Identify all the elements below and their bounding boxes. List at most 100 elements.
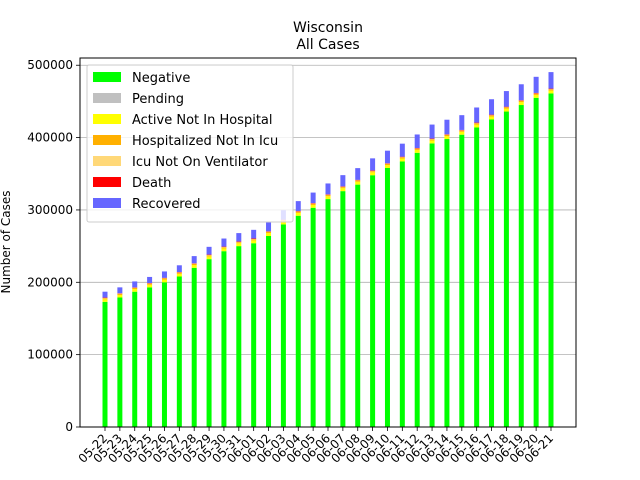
bar-segment: [176, 265, 182, 273]
bar-segment: [191, 267, 197, 427]
bar-segment: [459, 134, 465, 427]
bar-segment: [548, 72, 554, 89]
bar-segment: [251, 239, 257, 241]
bar-segment: [399, 143, 405, 157]
bar-segment: [518, 102, 524, 106]
legend-label: Recovered: [132, 197, 201, 212]
bar-segment: [503, 107, 509, 109]
bar-segment: [399, 161, 405, 427]
bar-segment: [206, 255, 212, 257]
bar-segment: [444, 134, 450, 137]
bar-segment: [325, 196, 331, 200]
bar-segment: [191, 263, 197, 266]
y-axis-label: Number of Cases: [0, 190, 13, 293]
legend-swatch: [93, 156, 121, 166]
legend-label: Negative: [132, 71, 190, 86]
bar-segment: [191, 265, 197, 268]
bar-segment: [370, 171, 376, 173]
bar-segment: [102, 298, 108, 300]
bars: [102, 72, 554, 428]
legend-swatch: [93, 135, 121, 145]
bar-segment: [370, 158, 376, 171]
bar-segment: [399, 157, 405, 159]
bar-segment: [414, 148, 420, 150]
bar-segment: [533, 93, 539, 95]
legend: Negative Pending Active Not In Hospital Hos…: [86, 64, 294, 223]
bar-segment: [533, 76, 539, 93]
bar-segment: [459, 130, 465, 132]
bar-segment: [474, 127, 480, 427]
bar-segment: [102, 301, 108, 427]
bar-segment: [429, 143, 435, 427]
bar-segment: [548, 88, 554, 90]
bar-segment: [236, 246, 242, 427]
legend-label: Hospitalized Not In Icu: [132, 134, 278, 149]
bar-segment: [503, 108, 509, 112]
bar-segment: [206, 256, 212, 260]
bar-segment: [295, 211, 301, 213]
bar-segment: [132, 289, 138, 292]
bar-segment: [518, 100, 524, 101]
legend-swatch: [93, 93, 121, 103]
bar-segment: [533, 97, 539, 427]
bar-segment: [206, 246, 212, 255]
bar-segment: [251, 229, 257, 239]
bar-segment: [147, 283, 153, 285]
bar-segment: [384, 167, 390, 427]
y-axis: 0 100000 200000 300000 400000 500000: [27, 58, 80, 434]
bar-segment: [474, 107, 480, 123]
bar-segment: [444, 139, 450, 428]
bar-segment: [280, 224, 286, 427]
bar-segment: [384, 163, 390, 166]
chart-title: Wisconsin: [293, 20, 363, 36]
bar-segment: [355, 184, 361, 427]
bar-segment: [117, 297, 123, 427]
bar-segment: [310, 204, 316, 208]
bar-segment: [295, 212, 301, 216]
bar-segment: [236, 242, 242, 244]
bar-segment: [444, 119, 450, 135]
bar-segment: [310, 207, 316, 427]
bar-segment: [489, 119, 495, 427]
bar-segment: [251, 243, 257, 427]
bar-segment: [236, 243, 242, 247]
bar-segment: [161, 278, 167, 280]
bar-segment: [266, 232, 272, 234]
bar-segment: [503, 91, 509, 107]
bar-segment: [325, 195, 331, 197]
bar-segment: [325, 199, 331, 427]
bar-segment: [489, 114, 495, 116]
bar-segment: [236, 233, 242, 242]
y-tick-label: 0: [65, 420, 73, 434]
bar-segment: [414, 149, 420, 153]
legend-swatch: [93, 177, 121, 187]
bar-segment: [102, 299, 108, 302]
plot-frame: [79, 57, 577, 428]
legend-swatch: [93, 198, 121, 208]
bar-segment: [518, 84, 524, 101]
legend-label: Active Not In Hospital: [132, 113, 273, 128]
bar-segment: [429, 124, 435, 139]
bar-segment: [191, 256, 197, 264]
bar-segment: [370, 175, 376, 427]
bar-segment: [384, 150, 390, 164]
bar-segment: [489, 99, 495, 115]
bar-segment: [429, 139, 435, 141]
bar-segment: [459, 115, 465, 130]
legend-label: Death: [132, 176, 171, 191]
bar-segment: [340, 188, 346, 192]
bar-segment: [518, 100, 524, 103]
bar-segment: [295, 215, 301, 427]
bar-segment: [176, 276, 182, 427]
bar-segment: [147, 284, 153, 288]
bar-segment: [459, 131, 465, 135]
bar-segment: [503, 111, 509, 428]
bar-segment: [474, 124, 480, 128]
bar-segment: [132, 281, 138, 288]
bar-segment: [444, 136, 450, 140]
bar-segment: [474, 122, 480, 124]
legend-label: Icu Not On Ventilator: [132, 155, 268, 170]
bar-segment: [399, 158, 405, 162]
bar-segment: [132, 291, 138, 427]
